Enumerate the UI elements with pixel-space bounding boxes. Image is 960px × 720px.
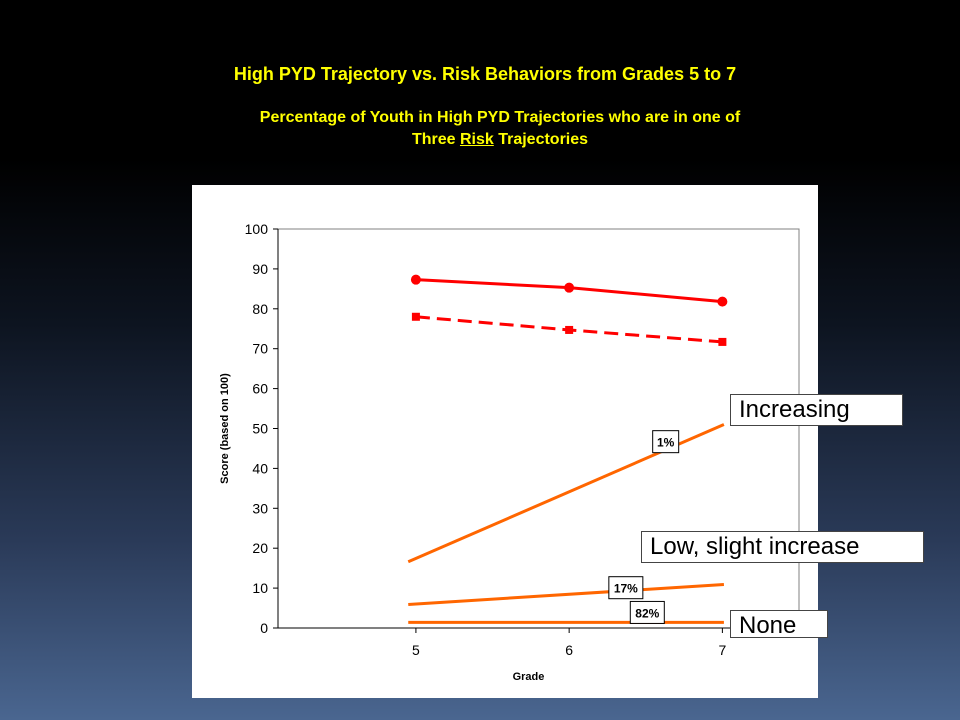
callout-increasing: Increasing <box>730 394 903 426</box>
y-tick-label: 50 <box>252 421 268 437</box>
y-tick-label: 90 <box>252 261 268 277</box>
subtitle-line-2-pre: Three <box>411 131 460 148</box>
subtitle-line-2-post: Trajectories <box>493 131 589 148</box>
y-tick-label: 10 <box>252 580 268 596</box>
x-axis-title: Grade <box>513 671 545 683</box>
chart-panel: 0 10 20 30 40 50 60 70 80 90 100 5 6 7 Grade Score (bas… <box>192 185 818 698</box>
series-2-point <box>411 312 420 321</box>
series-line-4 <box>408 583 725 606</box>
subtitle-risk-word: Risk <box>459 131 494 148</box>
data-label-3: 1% <box>657 436 675 450</box>
data-label-box-5 <box>629 600 665 624</box>
x-tick-label: 5 <box>412 642 420 658</box>
y-tick-label: 20 <box>252 540 268 556</box>
series-1-point <box>410 274 421 285</box>
subtitle-line-1: Percentage of Youth in High PYD Trajecto… <box>259 109 741 126</box>
series-1-point <box>717 296 728 307</box>
series-2-point <box>565 325 574 334</box>
y-tick-label: 40 <box>252 460 268 476</box>
y-tick-label: 80 <box>252 301 268 317</box>
data-label-box-4 <box>608 576 644 600</box>
y-tick-label: 70 <box>252 341 268 357</box>
y-tick-label: 30 <box>252 500 268 516</box>
data-label-5: 82% <box>635 606 659 620</box>
x-tick-label: 7 <box>718 642 726 658</box>
y-axis-title: Score (based on 100) <box>219 373 231 484</box>
x-tick-label: 6 <box>565 642 573 658</box>
y-tick-label: 100 <box>245 221 269 237</box>
data-label-box-3 <box>652 430 680 454</box>
y-tick-label: 60 <box>252 381 268 397</box>
y-tick-label: 0 <box>260 620 268 636</box>
plot-area-frame <box>277 228 800 629</box>
data-label-4: 17% <box>614 582 638 596</box>
callout-low-slight-increase: Low, slight increase <box>641 531 924 563</box>
slide-subtitle: Percentage of Youth in High PYD Trajecto… <box>140 107 860 151</box>
line-chart: 0 10 20 30 40 50 60 70 80 90 100 5 6 7 Grade Score (bas… <box>219 221 800 683</box>
series-1-point <box>564 282 575 293</box>
slide-title: High PYD Trajectory vs. Risk Behaviors f… <box>233 64 737 84</box>
callout-none: None <box>730 610 828 639</box>
series-2-point <box>718 337 727 346</box>
